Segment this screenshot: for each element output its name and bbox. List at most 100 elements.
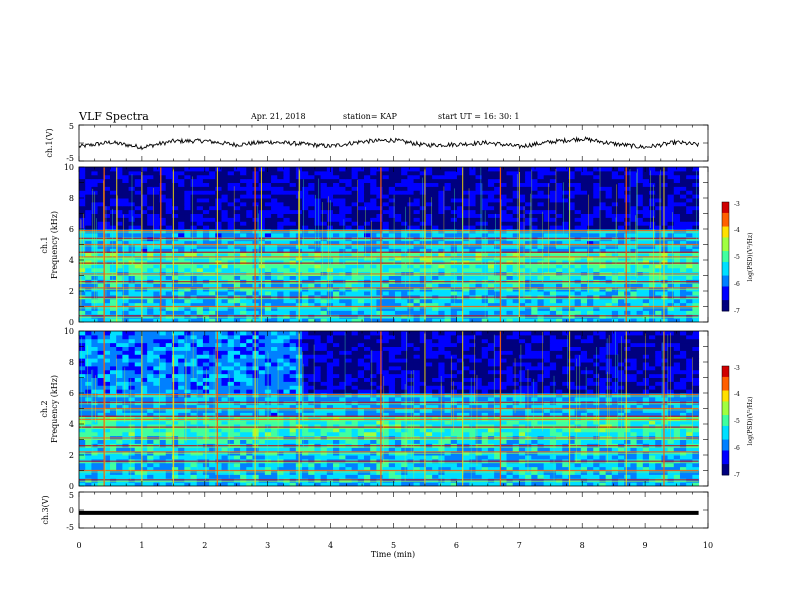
spectrogram-cell [320,298,328,304]
spectrogram-cell [333,283,340,288]
spectrogram-cell [326,306,334,311]
spectrogram-cell [184,267,192,273]
spectrogram-cell [679,190,687,195]
spectrogram-cell [240,232,247,238]
spectrogram-cell [593,474,600,479]
spectrogram-cell [636,298,644,304]
spectrogram-cell [618,298,625,304]
colorbar-step [722,204,729,208]
spectrogram-cell [140,174,148,180]
spectrogram-cell [686,470,693,475]
spectrogram-cell [85,205,92,211]
spectrogram-cell [388,221,396,226]
spectrogram-cell [134,190,142,195]
spectrogram-cell [506,275,514,280]
spectrogram-cell [636,291,644,296]
spectrogram-cell [376,205,384,211]
spectrogram-cell [289,318,297,322]
spectrogram-cell [475,225,483,230]
spectrogram-cell [190,240,198,246]
spectrogram-cell [302,291,309,296]
spectrogram-cell [568,314,576,319]
spectrogram-cell [308,314,315,319]
spectrogram-cell [438,178,446,184]
spectrogram-cell [667,310,675,315]
spectrogram-cell [388,182,396,187]
spectrogram-cell [649,167,656,172]
spectrogram-cell [153,314,161,319]
spectrogram-cell [475,221,483,226]
spectrogram-cell [642,240,650,246]
spectrogram-cell [692,170,700,176]
spectrogram-cell [91,174,99,180]
spectrogram-cell [165,267,173,273]
spectrogram-cell [153,462,161,468]
spectrogram-cell [624,201,631,207]
spectrogram-cell [593,213,600,218]
spectrogram-cell [419,201,427,207]
spectrogram-cell [140,229,148,234]
spectrogram-cell [97,221,105,226]
spectrogram-cell [277,470,284,475]
spectrogram-cell [79,213,86,218]
spectrogram-cell [456,209,464,215]
spectrogram-cell [624,190,631,195]
spectrogram-cell [370,174,377,180]
spectrogram-cell [401,248,408,253]
spectrogram-cell [196,283,204,288]
spectrogram-cell [475,275,483,280]
spectrogram-cell [128,170,136,176]
spectrogram-cell [122,174,130,180]
spectrogram-cell [85,260,92,265]
spectrogram-cell [314,182,322,187]
spectrogram-cell [97,318,105,322]
spectrogram-cell [593,229,600,234]
spectrogram-cell [679,174,687,180]
spectrogram-cell [103,306,111,311]
spectrogram-cell [289,178,297,184]
spectrogram-cell [159,209,167,215]
spectrogram-cell [240,248,247,253]
spectrogram-cell [79,478,86,483]
spectrogram-cell [227,314,235,319]
spectrogram-cell [103,240,111,246]
spectrogram-cell [587,318,594,322]
spectrogram-cell [518,248,526,253]
spectrogram-cell [407,167,415,172]
spectrogram-cell [357,314,365,319]
spectrogram-cell [679,318,687,322]
spectrogram-cell [537,201,545,207]
spectrogram-cell [599,178,607,184]
spectrogram-cell [134,298,142,304]
spectrogram-cell [679,167,687,172]
spectrogram-cell [512,318,520,322]
spectrogram-cell [140,298,148,304]
spectrogram-cell [215,466,222,472]
spectrogram-cell [122,201,130,207]
spectrogram-cell [506,217,514,222]
spectrogram-cell [444,201,452,207]
spectrogram-cell [97,252,105,257]
spectrogram-cell [463,209,470,215]
spectrogram-cell [252,205,260,211]
spectrogram-cell [444,306,452,311]
spectrogram-cell [531,225,538,230]
spectrogram-cell [165,178,173,184]
spectrogram-cell [333,232,340,238]
spectrogram-cell [425,474,433,479]
spectrogram-cell [667,232,675,238]
spectrogram-cell [289,240,297,246]
spectrogram-cell [147,213,154,218]
spectrogram-cell [91,314,99,319]
spectrogram-cell [258,236,266,242]
spectrogram-cell [97,291,105,296]
spectrogram-cell [320,267,328,273]
spectrogram-cell [277,298,284,304]
spectrogram-cell [407,194,415,199]
spectrogram-cell [574,298,582,304]
spectrogram-cell [97,283,105,288]
spectrogram-cell [314,314,322,319]
spectrogram-cell [593,240,600,246]
spectrogram-cell [357,194,365,199]
spectrogram-cell [686,186,693,191]
